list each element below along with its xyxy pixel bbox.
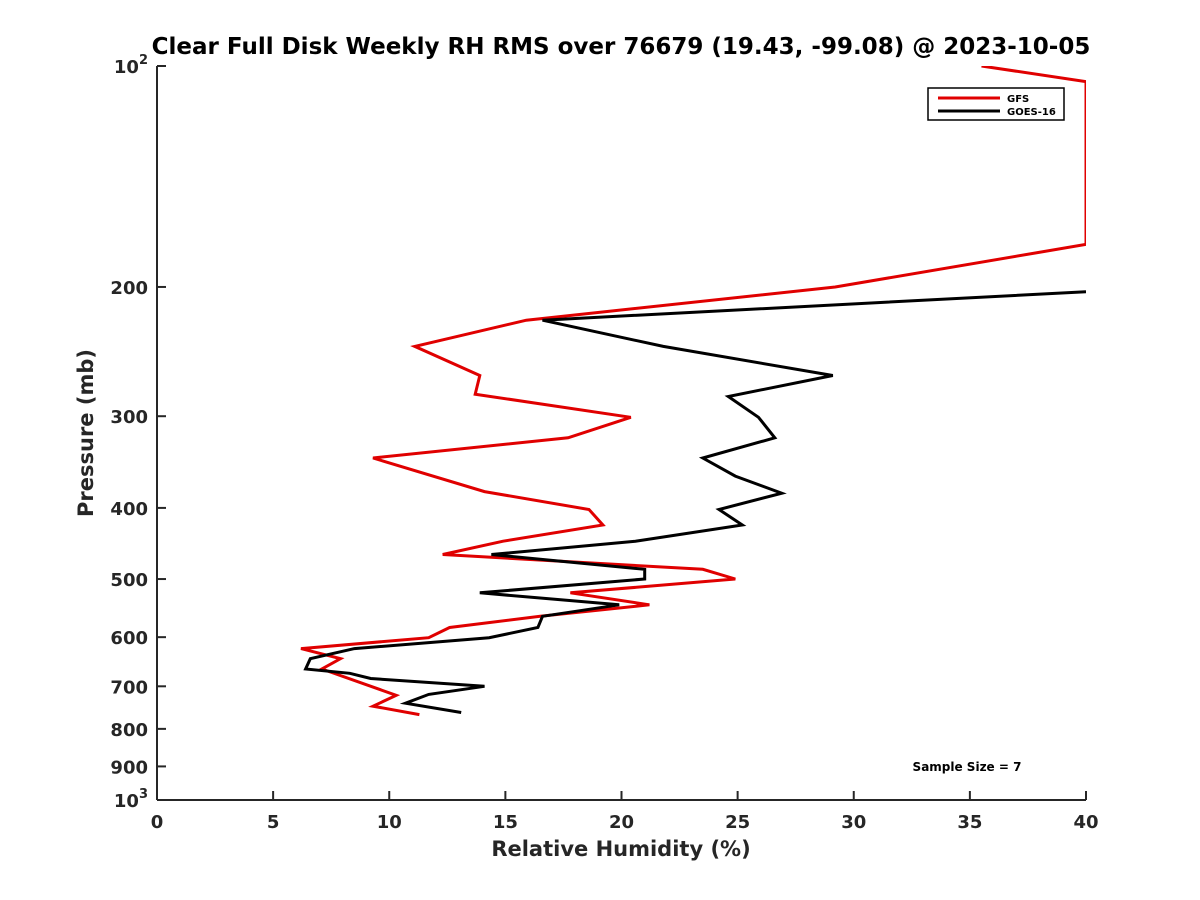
y-tick-label: 800 <box>110 720 148 741</box>
chart-title: Clear Full Disk Weekly RH RMS over 76679… <box>152 34 1091 60</box>
x-tick-label: 15 <box>493 812 518 833</box>
series-layer <box>300 66 1086 717</box>
legend: GFS GOES-16 <box>927 87 1065 121</box>
x-tick-label: 5 <box>267 812 280 833</box>
x-tick-label: 40 <box>1073 812 1098 833</box>
y-axis-label: Pressure (mb) <box>74 349 98 517</box>
y-tick-label: 600 <box>110 628 148 649</box>
x-axis-label: Relative Humidity (%) <box>491 837 750 861</box>
legend-label: GFS <box>1007 94 1029 105</box>
y-tick-label: 700 <box>110 677 148 698</box>
legend-box <box>927 87 1065 121</box>
y-tick-label: 400 <box>110 499 148 520</box>
y-tick-label: 103 <box>114 787 148 812</box>
legend-label: GOES-16 <box>1007 107 1056 118</box>
x-tick-label: 20 <box>609 812 634 833</box>
x-tick-label: 0 <box>151 812 164 833</box>
x-tick-label: 30 <box>841 812 866 833</box>
y-tick-label: 300 <box>110 407 148 428</box>
x-tick-label: 35 <box>957 812 982 833</box>
sample-size-annotation: Sample Size = 7 <box>913 760 1022 774</box>
series-line-gfs <box>300 66 1086 717</box>
axes: 0 5 10 15 20 25 30 35 40 102 200 300 400 500 600 700 800… <box>110 53 1098 833</box>
series-line-goes-16 <box>303 290 1086 714</box>
y-tick-label: 102 <box>114 53 148 78</box>
y-tick-label: 500 <box>110 570 148 591</box>
x-tick-label: 25 <box>725 812 750 833</box>
y-tick-label: 200 <box>110 278 148 299</box>
x-tick-label: 10 <box>377 812 402 833</box>
y-tick-label: 900 <box>110 757 148 778</box>
